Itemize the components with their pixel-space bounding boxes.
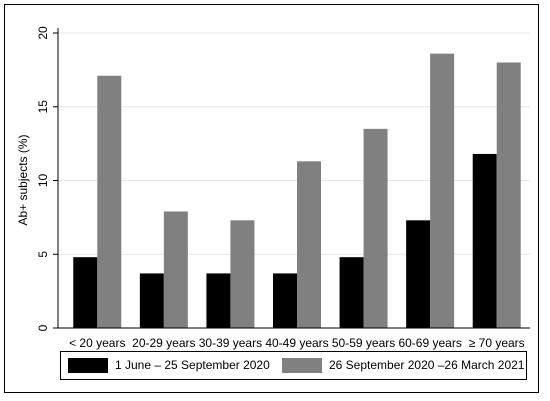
- x-tick-label: 60-69 years: [398, 336, 461, 350]
- bar: [363, 128, 388, 328]
- legend-label: 1 June – 25 September 2020: [115, 358, 270, 372]
- bar: [297, 161, 321, 328]
- legend-swatch: [68, 358, 108, 373]
- y-tick-label: 5: [36, 251, 50, 258]
- bar: [496, 62, 521, 328]
- x-tick-label: < 20 years: [69, 336, 125, 350]
- bar: [206, 273, 231, 328]
- x-tick-label: 30-39 years: [199, 336, 262, 350]
- x-tick-label: 50-59 years: [332, 336, 395, 350]
- x-tick-label: ≥ 70 years: [469, 336, 525, 350]
- y-tick-label: 15: [36, 100, 50, 114]
- bar: [97, 75, 122, 329]
- bar: [230, 220, 255, 328]
- y-axis-label: Ab+ subjects (%): [16, 134, 30, 225]
- y-tick-label: 0: [36, 324, 50, 331]
- y-tick-label: 20: [36, 26, 50, 40]
- bar: [273, 273, 297, 328]
- legend-label: 26 September 2020 –26 March 2021: [329, 358, 525, 372]
- y-tick-label: 10: [36, 174, 50, 188]
- bar: [339, 257, 364, 328]
- bar: [163, 211, 188, 328]
- x-tick-label: 40-49 years: [265, 336, 328, 350]
- x-tick-label: 20-29 years: [132, 336, 195, 350]
- bar: [472, 153, 497, 328]
- legend-swatch: [282, 358, 322, 373]
- outer-frame: [4, 4, 539, 393]
- bar: [139, 273, 164, 328]
- bar: [73, 257, 98, 328]
- bar: [430, 53, 455, 329]
- bar: [406, 220, 431, 328]
